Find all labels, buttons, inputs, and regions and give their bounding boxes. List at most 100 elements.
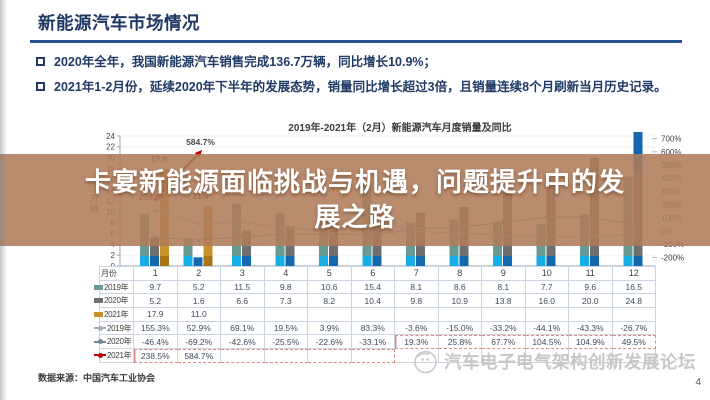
table-cell: -25.5%	[264, 335, 308, 350]
table-cell: 5.2	[177, 280, 221, 295]
table-cell: 12	[612, 267, 656, 281]
line-legend-icon	[94, 352, 106, 358]
bullet-list: 2020年全年，我国新能源汽车销售完成136.7万辆，同比增长10.9%； 20…	[36, 52, 691, 102]
table-cell: 5	[308, 267, 352, 281]
table-cell: 238.5%	[134, 349, 178, 363]
svg-text:700%: 700%	[661, 135, 681, 144]
table-cell: -42.6%	[221, 335, 265, 350]
table-cell: -15.0%	[438, 321, 482, 336]
table-cell: 25.8%	[438, 335, 482, 350]
table-cell	[395, 308, 439, 322]
forum-logo-icon	[414, 350, 437, 374]
table-cell	[569, 308, 613, 322]
table-cell: 10.9	[438, 294, 482, 309]
table-cell	[482, 308, 526, 322]
banner-text: 展之路	[314, 202, 396, 232]
table-cell	[525, 308, 569, 322]
table-cell: 83.3%	[351, 321, 395, 336]
table-cell: 69.1%	[221, 321, 265, 336]
table-cell	[221, 349, 265, 363]
table-cell: 8.2	[308, 294, 352, 309]
table-cell: 49.5%	[612, 335, 656, 350]
table-cell: 8.6	[438, 280, 482, 295]
watermark: 汽车电子电气架构创新发展论坛	[412, 348, 696, 375]
svg-text:0: 0	[111, 262, 116, 270]
banner-text: 卡宴新能源面临挑战与机遇，问题提升中的发	[84, 167, 625, 197]
table-cell	[308, 308, 352, 322]
table-row-label: 2020年	[94, 294, 134, 309]
table-cell	[482, 349, 526, 363]
table-cell: 104.5%	[525, 335, 569, 350]
chart-title: 2019年-2021年（2月）新能源汽车月度销量及同比	[288, 123, 512, 134]
table-cell: 10	[525, 267, 569, 281]
svg-text:2: 2	[111, 251, 116, 260]
table-cell: 52.9%	[177, 321, 221, 336]
data-table: 月份 1 2 3 4 5 6 7 8 9 10 11 12 2019年 9.7 5.2 11.5 9.8 10.6 1…	[94, 266, 656, 363]
table-cell: -33.1%	[351, 335, 395, 350]
title-underline	[30, 40, 682, 43]
table-cell	[351, 349, 395, 363]
bullet-item: 2021年1-2月份，延续2020年下半年的发展态势，销量同比增长超过3倍，且销…	[36, 77, 691, 97]
table-cell	[264, 308, 308, 322]
table-cell: -33.2%	[482, 321, 526, 336]
table-cell	[308, 349, 352, 363]
table-cell: 4	[264, 267, 308, 281]
table-cell: 8.1	[395, 280, 439, 295]
table-cell: 月份	[100, 267, 134, 281]
table-cell: 24.8	[612, 294, 656, 309]
table-row-label: 2021年	[94, 349, 134, 363]
bar-legend-icon	[94, 284, 103, 290]
table-cell: 9.8	[264, 280, 308, 295]
table-cell: 10.4	[351, 294, 395, 309]
table-cell: 7	[395, 267, 439, 281]
table-cell	[612, 308, 656, 322]
page-number: 4	[695, 377, 701, 388]
table-cell: 7.3	[264, 294, 308, 309]
table-cell	[395, 349, 439, 363]
table-cell	[438, 349, 482, 363]
bullet-text: 2020年全年，我国新能源汽车销售完成136.7万辆，同比增长10.9%；	[54, 55, 437, 69]
table-cell: 155.3%	[134, 321, 178, 336]
overlay-banner: 卡宴新能源面临挑战与机遇，问题提升中的发 展之路	[0, 154, 710, 246]
table-cell	[612, 349, 656, 363]
table-cell: 104.9%	[569, 335, 613, 350]
table-cell: -3.6%	[395, 321, 439, 336]
table-cell: 10.6	[308, 280, 352, 295]
table-cell: 9.8	[395, 294, 439, 309]
table-row-label: 2019年	[94, 280, 134, 295]
table-cell: 9.6	[569, 280, 613, 295]
table-cell: 20.0	[569, 294, 613, 309]
table-cell: 9	[482, 267, 526, 281]
table-cell	[351, 308, 395, 322]
table-cell: -46.4%	[134, 335, 178, 350]
table-cell: 6.6	[221, 294, 265, 309]
table-cell: 8	[438, 267, 482, 281]
svg-text:-200%: -200%	[661, 253, 684, 262]
table-cell	[525, 349, 569, 363]
line-legend-icon	[94, 339, 106, 345]
table-cell	[438, 308, 482, 322]
svg-text:600%: 600%	[661, 148, 681, 157]
table-cell	[569, 349, 613, 363]
line-legend-icon	[94, 325, 106, 331]
table-cell: 67.7%	[482, 335, 526, 350]
table-cell: 584.7%	[177, 349, 221, 363]
table-cell	[221, 308, 265, 322]
table-cell: 5.2	[134, 294, 178, 309]
svg-text:22: 22	[106, 143, 115, 152]
table-cell: 8.1	[482, 280, 526, 295]
table-cell: 2	[177, 267, 221, 281]
table-cell: 9.7	[134, 280, 178, 295]
table-cell: 7.7	[525, 280, 569, 295]
table-row-label: 2021年	[94, 308, 134, 322]
watermark-text: 汽车电子电气架构创新发展论坛	[444, 352, 696, 372]
table-cell: 3	[221, 267, 265, 281]
table-cell	[264, 349, 308, 363]
bar-legend-icon	[94, 298, 103, 304]
bar-legend-icon	[94, 311, 103, 317]
page-title: 新能源汽车市场情况	[38, 13, 200, 33]
slide-edge-shadow	[0, 0, 7, 400]
table-row-label: 2019年	[94, 321, 134, 336]
square-bullet-icon	[36, 57, 45, 66]
